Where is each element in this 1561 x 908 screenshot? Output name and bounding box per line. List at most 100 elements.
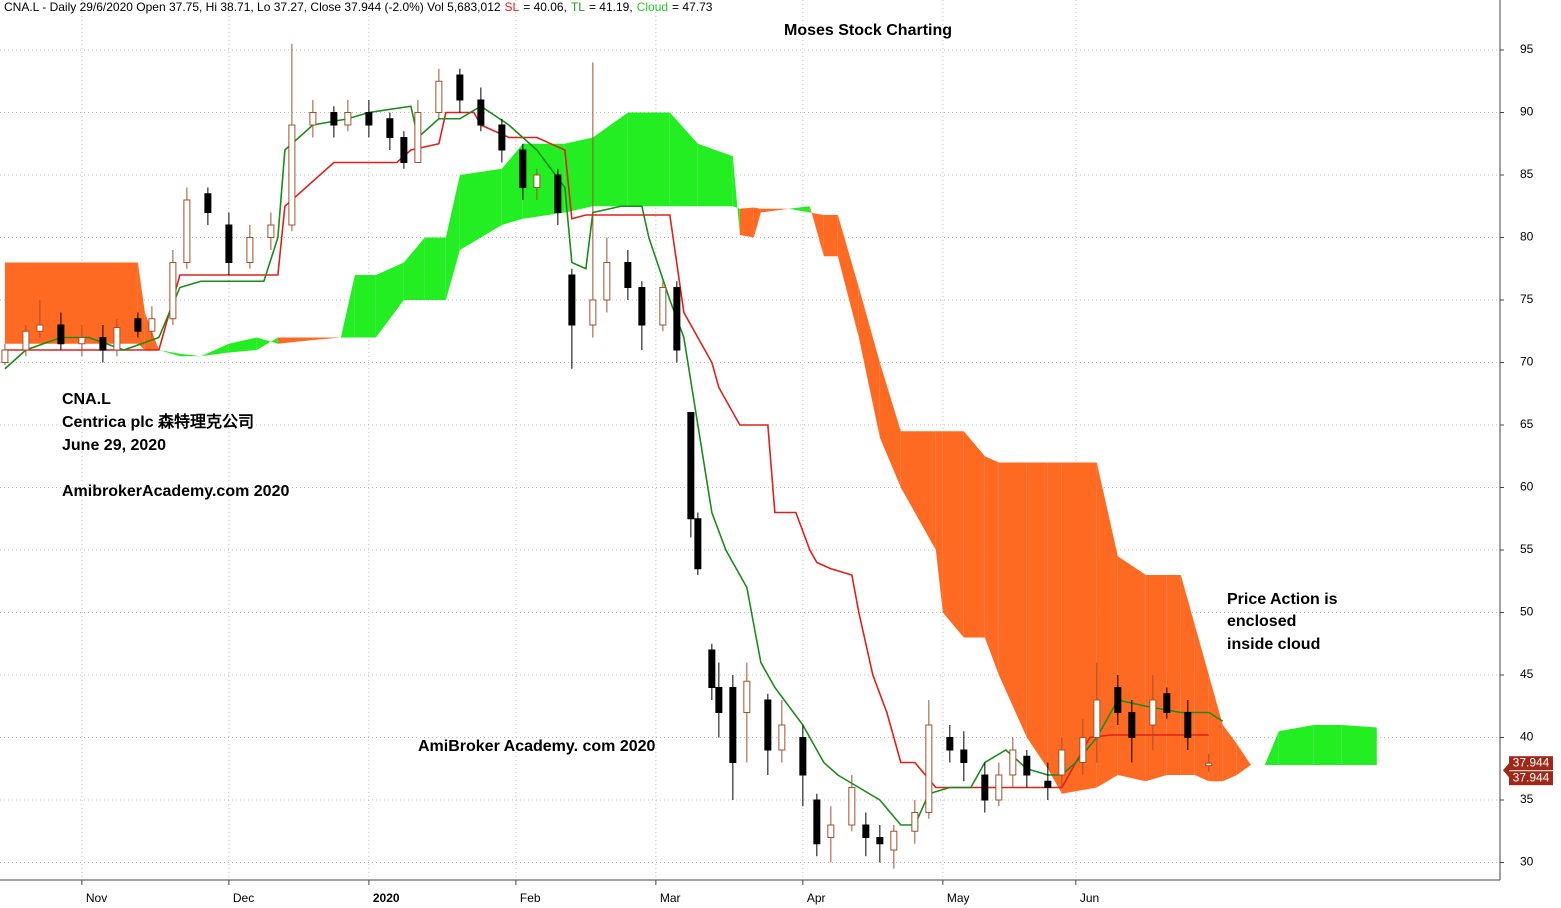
header-item: SL: [505, 0, 520, 14]
cloud-segment: [1264, 731, 1279, 765]
candle-body: [603, 262, 611, 301]
cloud-segment: [1278, 725, 1314, 765]
cloud-segment: [942, 431, 964, 638]
cloud-segment: [592, 112, 628, 207]
price-label: 37.944: [1513, 770, 1550, 784]
x-tick-label: Apr: [807, 891, 826, 905]
candle-body: [99, 337, 107, 351]
cloud-segment: [788, 206, 810, 213]
annotation: CNA.L: [62, 391, 111, 408]
cloud-segment: [935, 431, 943, 613]
candle-body: [1149, 699, 1157, 726]
cloud-segment: [1313, 725, 1342, 765]
cloud-segment: [1145, 575, 1167, 782]
y-tick-label: 30: [1520, 855, 1534, 869]
candle-body: [288, 124, 296, 226]
header: CNA.L - Daily 29/6/2020 Open 37.75, Hi 3…: [4, 0, 713, 14]
candle-body: [876, 837, 884, 845]
x-tick-label: 2020: [373, 891, 400, 905]
candle-body: [848, 787, 856, 826]
axis-labels: 30 35 40 45 50 55 60 65 70 75 80 85 90 95 Nov Dec 2020 Fe…: [81, 42, 1534, 905]
candle-body: [225, 224, 233, 263]
kijun-line: [4, 111, 1209, 789]
x-tick-label: Mar: [660, 891, 681, 905]
candle-body: [673, 287, 681, 351]
x-tick-label: Feb: [520, 891, 541, 905]
cloud-segment: [669, 112, 698, 207]
cloud-segment: [837, 215, 859, 338]
y-tick-label: 55: [1520, 542, 1534, 556]
cloud-segment: [900, 431, 936, 550]
candle-body: [925, 724, 933, 813]
cloud-segment: [256, 337, 278, 350]
x-tick-label: May: [947, 891, 970, 905]
candle-body: [981, 774, 989, 801]
cloud-segment: [963, 431, 985, 638]
candle-body: [344, 112, 352, 126]
candle-body: [519, 149, 527, 188]
candle-body: [36, 324, 44, 332]
cloud-segment: [459, 168, 502, 250]
candle-body: [813, 799, 821, 845]
candle-body: [911, 812, 919, 832]
cloud-segment: [1208, 675, 1223, 782]
header-item: = 47.73: [672, 0, 713, 14]
cloud-segment: [809, 206, 824, 257]
cloud-segment: [340, 275, 355, 338]
annotation: June 29, 2020: [62, 437, 166, 454]
candle-body: [386, 118, 394, 138]
cloud-segment: [627, 112, 670, 207]
cloud-segment: [879, 362, 901, 488]
candle-body: [113, 327, 121, 351]
candle-body: [148, 318, 156, 332]
y-tick-label: 70: [1520, 355, 1534, 369]
candle-body: [1023, 755, 1031, 776]
y-tick-label: 85: [1520, 167, 1534, 181]
cloud-segment: [1194, 625, 1209, 782]
cloud-segment: [1061, 462, 1097, 794]
cloud-segment: [312, 337, 341, 340]
candle-body: [1163, 693, 1171, 713]
candle-body: [22, 330, 30, 351]
candle-body: [78, 337, 86, 345]
candle-body: [1128, 712, 1136, 738]
cloud-segment: [354, 275, 376, 338]
candle-body: [946, 737, 954, 751]
x-tick-label: Nov: [86, 891, 107, 905]
cloud-segment: [1117, 556, 1146, 782]
y-tick-label: 65: [1520, 417, 1534, 431]
candle-body: [1044, 780, 1052, 788]
annotation: inside cloud: [1227, 636, 1320, 653]
candle-body: [589, 299, 597, 326]
cloud-segment: [858, 287, 880, 438]
candle-body: [1058, 749, 1066, 776]
candle-body: [1093, 699, 1101, 738]
candle-body: [400, 137, 408, 163]
candle-body: [365, 112, 373, 126]
price-pointer: [1503, 763, 1509, 778]
annotation: AmiBroker Academy. com 2020: [418, 738, 656, 755]
candle-body: [694, 518, 702, 570]
candle-body: [1, 349, 9, 363]
candle-body: [183, 199, 191, 263]
candle-body: [708, 649, 716, 688]
price-box: [1509, 771, 1553, 786]
candle-body: [435, 80, 443, 113]
cloud-segment: [1166, 575, 1181, 775]
cloud-segment: [697, 143, 733, 207]
cloud-segment: [739, 207, 754, 238]
candle-body: [995, 774, 1003, 801]
candle-body: [414, 112, 422, 163]
cloud-segment: [501, 143, 523, 225]
cloud-segment: [998, 462, 1027, 738]
candle-body: [267, 224, 275, 238]
candle-body: [778, 724, 786, 751]
candle-body: [204, 193, 212, 213]
cloud-segment: [200, 343, 229, 357]
candle-body: [827, 824, 835, 838]
cloud-segment: [277, 337, 313, 344]
candle-body: [743, 680, 751, 713]
